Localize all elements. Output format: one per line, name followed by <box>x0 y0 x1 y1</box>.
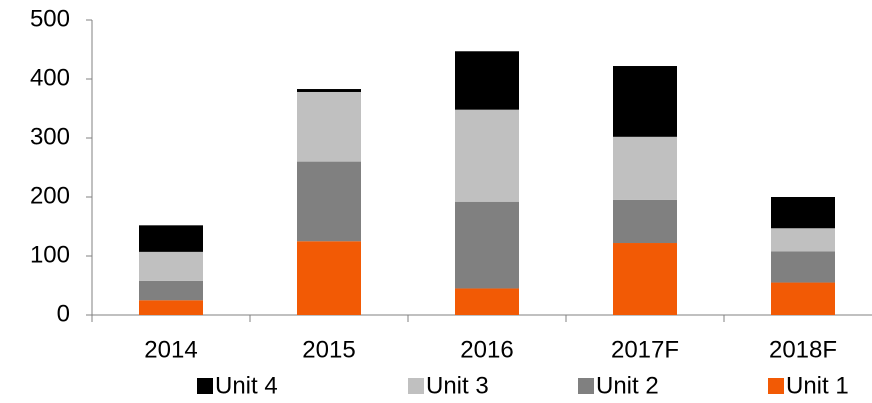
bar-segment <box>455 201 519 289</box>
y-tick-label: 200 <box>30 182 70 209</box>
bar-segment <box>613 243 677 315</box>
bar-segment <box>139 280 203 301</box>
bar-segment <box>297 161 361 242</box>
bar-segment <box>771 251 835 283</box>
bar-segment <box>613 199 677 244</box>
x-tick-label: 2014 <box>144 336 197 363</box>
bar-segment <box>613 66 677 137</box>
bar-segment <box>455 51 519 110</box>
bar-segment <box>771 282 835 315</box>
legend-swatch <box>408 378 424 394</box>
y-tick-label: 300 <box>30 123 70 150</box>
bar-segment <box>771 197 835 229</box>
y-tick-label: 100 <box>30 241 70 268</box>
y-tick-label: 400 <box>30 64 70 91</box>
bar-segment <box>771 228 835 252</box>
legend-swatch <box>578 378 594 394</box>
bar-segment <box>455 109 519 202</box>
legend-label: Unit 2 <box>596 372 659 399</box>
legend-swatch <box>768 378 784 394</box>
legend-label: Unit 4 <box>215 372 278 399</box>
bar-segment <box>139 225 203 252</box>
bar-segment <box>139 251 203 281</box>
x-tick-label: 2015 <box>302 336 355 363</box>
bar-segment <box>297 241 361 315</box>
y-tick-label: 0 <box>57 300 70 327</box>
bar-segment <box>297 91 361 162</box>
legend-label: Unit 3 <box>426 372 489 399</box>
legend-swatch <box>197 378 213 394</box>
legend-label: Unit 1 <box>786 372 849 399</box>
x-tick-label: 2018F <box>769 336 837 363</box>
x-tick-label: 2016 <box>460 336 513 363</box>
bar-segment <box>139 300 203 315</box>
bar-segment <box>455 288 519 315</box>
bar-segment <box>613 136 677 200</box>
x-tick-label: 2017F <box>611 336 679 363</box>
bar-segment <box>297 89 361 92</box>
y-tick-label: 500 <box>30 5 70 32</box>
